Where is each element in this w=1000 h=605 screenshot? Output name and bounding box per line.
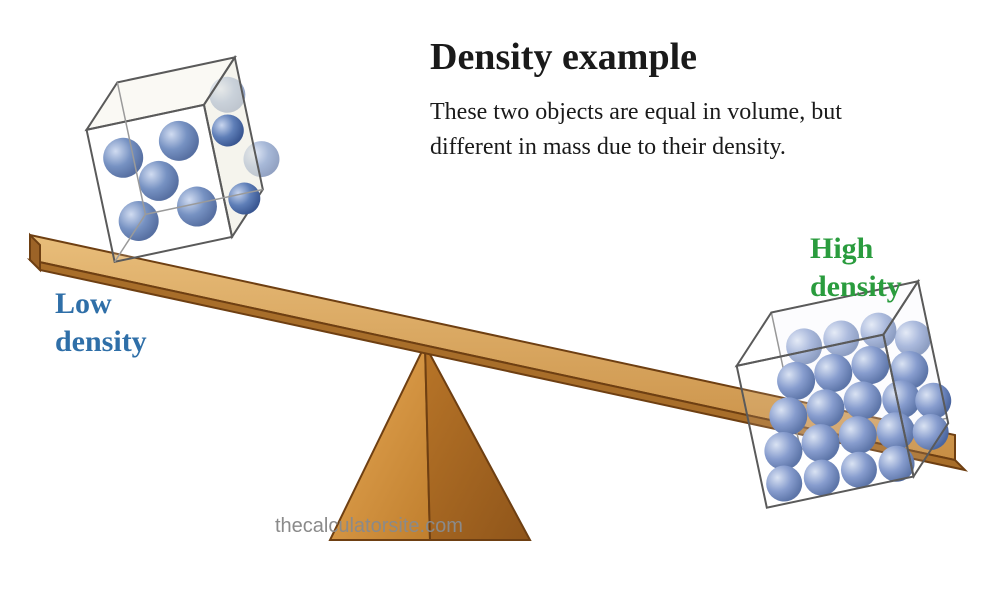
subtitle: These two objects are equal in volume, b… xyxy=(430,95,910,165)
high-density-cube xyxy=(727,280,965,510)
high-density-label: Highdensity xyxy=(810,230,902,305)
title: Density example xyxy=(430,35,697,79)
watermark: thecalculatorsite.com xyxy=(275,515,463,538)
low-density-label: Lowdensity xyxy=(55,285,147,360)
low-density-cube xyxy=(78,53,293,262)
fulcrum xyxy=(330,345,530,540)
